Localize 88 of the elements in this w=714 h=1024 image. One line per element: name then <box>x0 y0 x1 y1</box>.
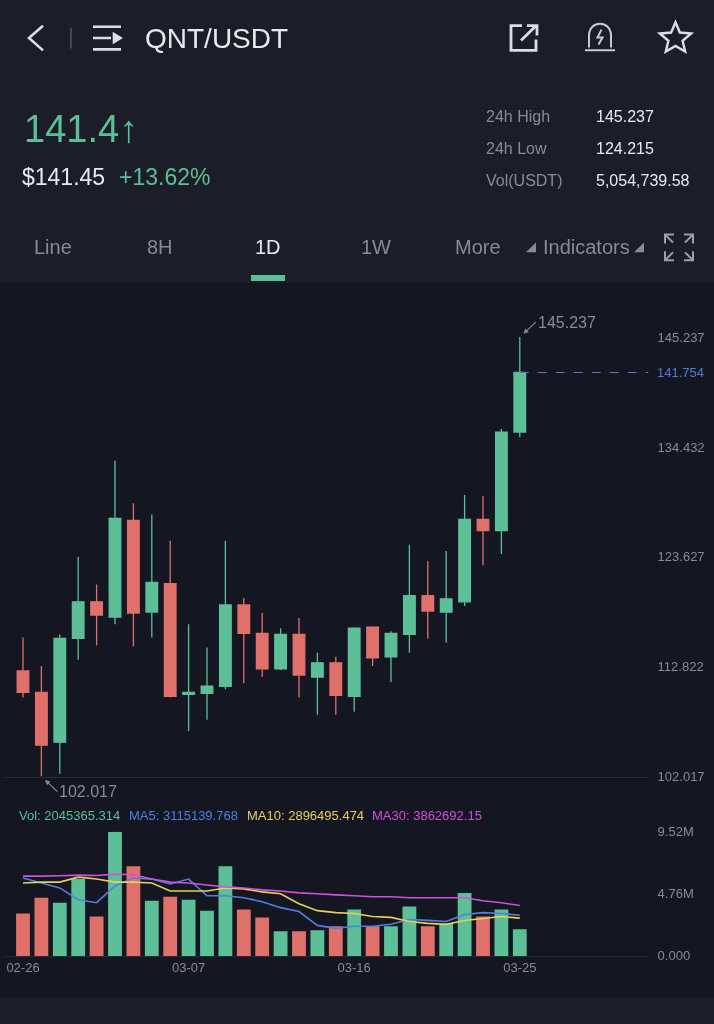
text: 141.4↑ <box>24 108 139 150</box>
bar <box>163 896 178 956</box>
text: MA30: 3862692.15 <box>372 808 482 823</box>
x-tick-label: 02-26 <box>6 960 40 976</box>
annotation: 102.017 <box>59 783 117 800</box>
text: MA10: 2896495.474 <box>247 808 365 823</box>
bar <box>16 913 30 956</box>
candlestick <box>274 627 288 671</box>
text: 124.215 <box>596 140 654 157</box>
bar <box>71 879 86 956</box>
ref-line-label: 141.754 <box>657 365 704 380</box>
bar <box>476 916 490 956</box>
bar <box>181 899 196 956</box>
series-label: Vol: 2045365.314 <box>19 808 121 823</box>
candlestick <box>458 494 472 607</box>
bar <box>34 897 49 956</box>
bar <box>365 926 380 956</box>
x-tick-label: 03-25 <box>503 960 537 976</box>
candlestick <box>347 626 361 713</box>
text: +13.62% <box>119 164 211 190</box>
bar <box>144 900 159 956</box>
bar <box>52 902 67 956</box>
y-tick-label: 145.237 <box>657 329 705 345</box>
bar <box>439 923 454 956</box>
text: 24h Low <box>486 140 547 157</box>
candlestick <box>200 646 214 721</box>
candlestick <box>421 560 435 640</box>
y-tick-label: 123.627 <box>657 549 705 565</box>
text: 8H <box>147 236 173 258</box>
bar <box>347 909 362 956</box>
text: 145.237 <box>596 108 654 125</box>
bar <box>108 831 122 956</box>
text: 5,054,739.58 <box>596 172 690 189</box>
y-tick-label: 134.432 <box>657 439 705 455</box>
x-tick-label: 03-07 <box>171 960 206 976</box>
x-tick-label: 03-16 <box>337 960 371 976</box>
text: 24h High <box>486 108 551 125</box>
text: Indicators <box>543 236 630 258</box>
text: Vol(USDT) <box>486 172 563 189</box>
y-tick-label: 4.76M <box>657 886 694 902</box>
candlestick <box>108 459 122 625</box>
bar <box>218 866 233 956</box>
candlestick <box>145 513 159 639</box>
candlestick <box>182 623 196 732</box>
candlestick <box>310 652 324 716</box>
bar <box>457 892 472 956</box>
candlestick <box>513 337 527 438</box>
bar <box>255 917 270 956</box>
candlestick <box>126 502 140 648</box>
bar <box>89 916 104 956</box>
text: 1W <box>361 236 392 258</box>
text: More <box>455 236 501 258</box>
candlestick <box>494 428 508 555</box>
bar <box>328 926 343 956</box>
y-tick-label: 112.822 <box>657 659 704 675</box>
candlestick <box>366 625 380 667</box>
candlestick <box>439 550 453 644</box>
candlestick <box>384 630 398 683</box>
candlestick <box>329 656 343 716</box>
bar <box>236 909 251 956</box>
candlestick <box>476 495 490 566</box>
candlestick <box>218 540 232 690</box>
y-tick-label: 0.000 <box>657 948 691 964</box>
candlestick <box>90 583 104 647</box>
candlestick <box>34 665 48 777</box>
bar <box>310 930 325 956</box>
candlestick <box>71 556 85 661</box>
bar <box>512 929 527 956</box>
candlestick <box>292 617 306 699</box>
candlestick <box>53 633 67 775</box>
candlestick <box>402 544 416 654</box>
y-tick-label: 9.52M <box>657 824 694 840</box>
text: 1D <box>255 236 281 258</box>
bar <box>384 926 398 956</box>
bar <box>200 910 214 956</box>
bar <box>273 931 288 956</box>
annotation: 145.237 <box>538 314 596 331</box>
bar <box>292 931 306 956</box>
y-tick-label: 102.017 <box>657 769 705 785</box>
bar <box>420 926 435 956</box>
candlestick <box>163 540 177 699</box>
candlestick <box>237 597 251 684</box>
text: Line <box>34 236 72 258</box>
text: QNT/USDT <box>145 23 289 54</box>
candlestick <box>255 612 269 678</box>
text: MA5: 3115139.768 <box>129 808 238 823</box>
text: $141.45 <box>22 164 106 190</box>
candlestick <box>16 636 30 699</box>
